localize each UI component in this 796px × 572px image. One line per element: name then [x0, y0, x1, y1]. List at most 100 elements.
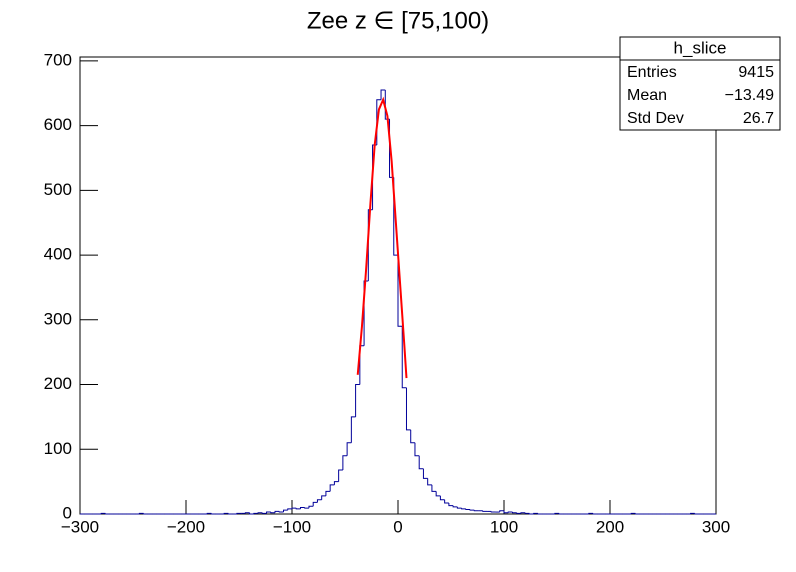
- histogram-bin: [261, 512, 267, 514]
- histogram-bin: [554, 512, 560, 514]
- histogram-bin: [270, 512, 276, 514]
- histogram-bin: [422, 468, 428, 479]
- histogram-bin: [511, 512, 517, 514]
- histogram-bin: [236, 512, 242, 514]
- histogram-bin: [100, 512, 106, 514]
- y-tick-label: 0: [63, 503, 72, 522]
- histogram-bin: [444, 499, 449, 504]
- histogram-bin: [253, 512, 259, 514]
- histogram-bin: [350, 416, 356, 443]
- histogram-bin: [283, 509, 288, 513]
- histogram-bin: [295, 508, 301, 510]
- histogram-bin: [630, 512, 636, 514]
- histogram-bin: [244, 512, 250, 514]
- x-tick-label: 100: [490, 517, 518, 536]
- histogram-bin: [138, 512, 144, 514]
- y-tick-label: 600: [44, 115, 72, 134]
- histogram-bin: [473, 510, 479, 512]
- y-tick-label: 500: [44, 180, 72, 199]
- stats-title: h_slice: [674, 38, 727, 57]
- histogram-bin: [346, 442, 352, 456]
- histogram-bin: [143, 513, 148, 515]
- y-tick-label: 100: [44, 439, 72, 458]
- histogram-bin: [469, 509, 475, 511]
- histogram-bin: [528, 513, 534, 515]
- fit-curve: [356, 96, 408, 379]
- histogram-bin: [342, 455, 348, 470]
- histogram-bin: [507, 511, 513, 513]
- histogram-bin: [312, 501, 318, 507]
- y-tick-label: 700: [44, 50, 72, 69]
- histogram-bin: [520, 512, 526, 514]
- histogram-bin: [558, 513, 564, 515]
- histogram-bin: [401, 326, 407, 389]
- histogram-bin: [592, 513, 598, 515]
- histogram-bin: [333, 481, 339, 485]
- histogram-bin: [266, 511, 271, 514]
- histogram-bin: [452, 505, 458, 508]
- histogram-bin: [329, 484, 335, 492]
- histogram-bin: [363, 280, 369, 346]
- histogram-bin: [257, 512, 263, 514]
- stats-label: Entries: [627, 64, 677, 81]
- stats-border: [619, 36, 781, 131]
- histogram-bin: [405, 387, 411, 431]
- histogram-bin: [104, 513, 110, 515]
- histogram-bin: [448, 502, 454, 507]
- histogram-bin: [414, 442, 420, 457]
- x-tick-label: 300: [702, 517, 730, 536]
- histogram-bin: [503, 510, 509, 514]
- stats-value: 9415: [738, 64, 774, 81]
- histogram-bin: [537, 513, 543, 515]
- histogram-bin: [456, 506, 462, 509]
- histogram-bin: [435, 491, 441, 497]
- histogram-bin: [694, 513, 700, 515]
- histogram-bin: [355, 384, 360, 417]
- histogram-bin: [316, 499, 322, 503]
- histogram-bin: [278, 511, 284, 513]
- histogram-bin: [287, 508, 292, 511]
- x-tick-label: 0: [393, 517, 402, 536]
- histogram-bin: [439, 495, 445, 501]
- histogram-bin: [431, 484, 437, 492]
- histogram-bin: [465, 508, 471, 510]
- histogram-bin: [690, 512, 695, 514]
- histogram-bin: [380, 89, 386, 100]
- stats-label: Std Dev: [627, 110, 684, 127]
- histogram-bin: [533, 512, 538, 514]
- histogram-bin: [482, 510, 488, 512]
- histogram-bin: [427, 478, 432, 486]
- histogram-bin: [524, 512, 530, 514]
- y-tick-label: 300: [44, 309, 72, 328]
- histogram-bin: [410, 429, 415, 444]
- histogram-bin: [291, 507, 297, 509]
- histogram-bin: [499, 510, 504, 513]
- x-tick-label: −300: [61, 517, 99, 536]
- stats-box: h_slice Entries 9415 Mean −13.49 Std Dev…: [619, 36, 781, 131]
- stats-value: 26.7: [743, 110, 774, 127]
- histogram-bin: [418, 455, 424, 470]
- histogram-bin: [321, 495, 326, 500]
- histogram-bin: [397, 255, 403, 327]
- histogram-bin: [206, 512, 212, 514]
- histogram-bin: [304, 507, 309, 509]
- x-tick-label: −200: [167, 517, 205, 536]
- stats-value: −13.49: [725, 87, 774, 104]
- histogram-bin: [588, 512, 594, 514]
- histogram-bin: [299, 507, 305, 509]
- y-tick-label: 200: [44, 374, 72, 393]
- histogram-bin: [249, 512, 254, 515]
- histogram-bin: [308, 505, 314, 509]
- stats-label: Mean: [627, 87, 667, 104]
- histogram-bin: [338, 469, 343, 482]
- histogram-bin: [634, 513, 640, 515]
- histogram-bin: [516, 512, 521, 514]
- x-tick-label: −100: [273, 517, 311, 536]
- histogram-bin: [461, 508, 466, 510]
- chart-title: Zee z ∈ [75,100): [307, 7, 489, 34]
- histogram-bin: [325, 490, 331, 496]
- histogram-bin: [274, 510, 280, 513]
- histogram-bin: [210, 513, 216, 515]
- histogram-bin: [223, 512, 229, 514]
